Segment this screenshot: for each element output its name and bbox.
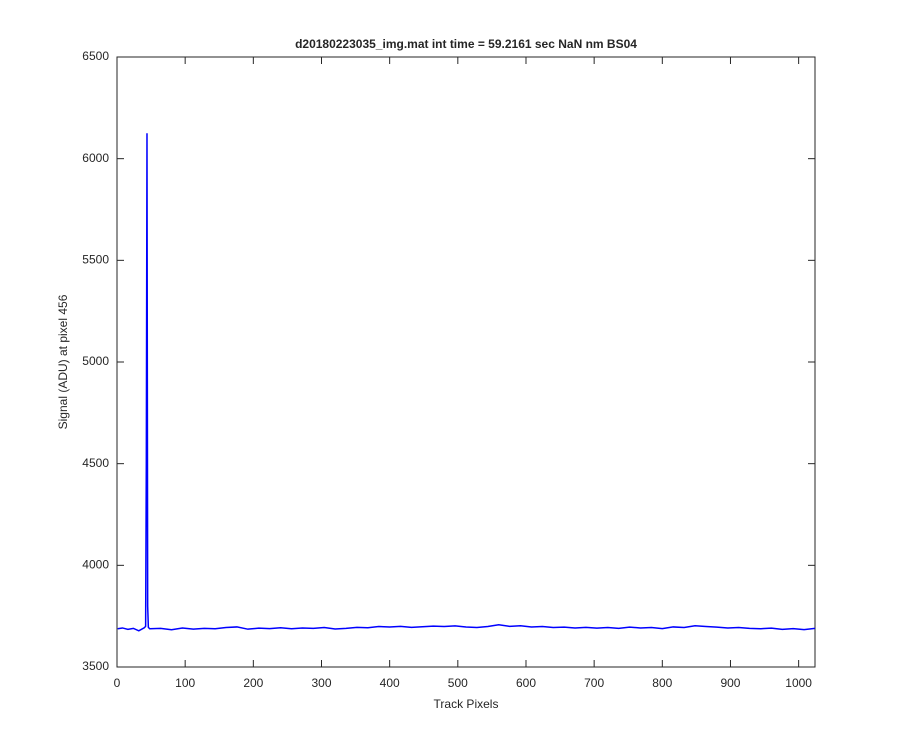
chart-title: d20180223035_img.mat int time = 59.2161 …	[295, 37, 637, 51]
x-tick-label: 800	[652, 676, 672, 690]
y-tick-label: 4500	[82, 456, 109, 470]
x-tick-label: 500	[448, 676, 468, 690]
x-tick-label: 100	[175, 676, 195, 690]
data-line	[117, 133, 816, 632]
x-tick-label: 0	[114, 676, 121, 690]
y-axis-label: Signal (ADU) at pixel 456	[56, 294, 70, 429]
x-axis-label: Track Pixels	[434, 697, 499, 711]
x-tick-label: 700	[584, 676, 604, 690]
x-tick-label: 900	[720, 676, 740, 690]
y-tick-label: 6000	[82, 151, 109, 165]
x-tick-label: 600	[516, 676, 536, 690]
x-tick-label: 300	[311, 676, 331, 690]
x-tick-label: 400	[380, 676, 400, 690]
y-tick-label: 5500	[82, 253, 109, 267]
y-tick-label: 4000	[82, 558, 109, 572]
y-tick-label: 3500	[82, 659, 109, 673]
y-tick-label: 6500	[82, 49, 109, 63]
x-tick-label: 200	[243, 676, 263, 690]
x-tick-label: 1000	[785, 676, 812, 690]
y-tick-label: 5000	[82, 354, 109, 368]
